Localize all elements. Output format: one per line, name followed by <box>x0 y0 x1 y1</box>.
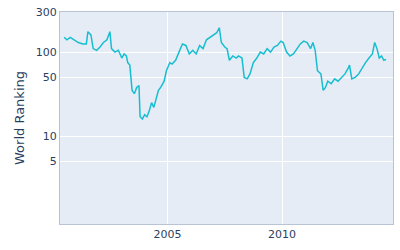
svg-text:World Ranking: World Ranking <box>12 71 27 165</box>
svg-text:2005: 2005 <box>154 228 182 241</box>
svg-text:2010: 2010 <box>268 228 296 241</box>
svg-text:10: 10 <box>43 130 57 143</box>
svg-text:5: 5 <box>50 155 57 168</box>
svg-text:300: 300 <box>36 6 57 19</box>
svg-text:50: 50 <box>43 71 57 84</box>
svg-text:100: 100 <box>36 46 57 59</box>
